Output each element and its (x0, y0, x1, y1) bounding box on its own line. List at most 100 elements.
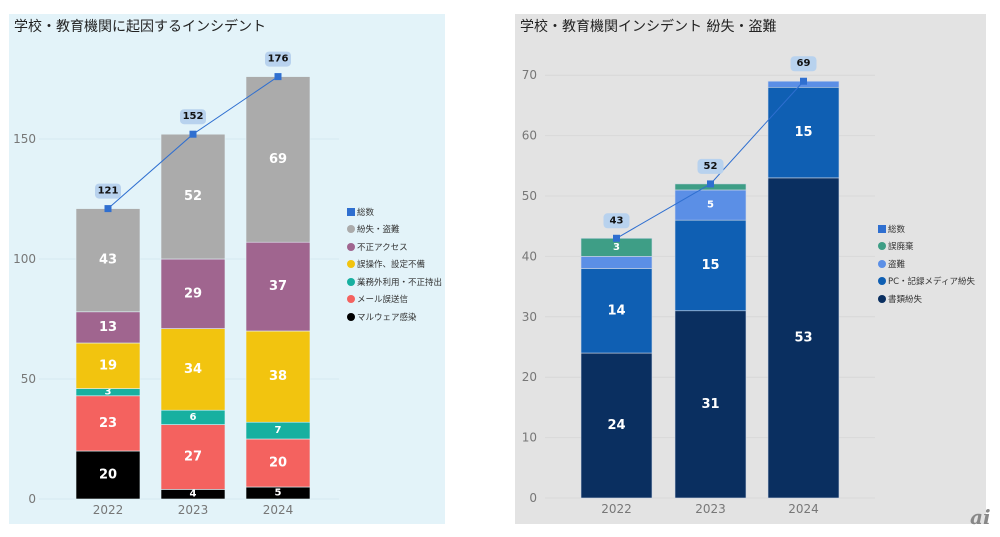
circle-marker-icon (347, 242, 355, 251)
circle-marker-icon (347, 225, 355, 234)
bar-segment (245, 438, 311, 488)
legend: 総数誤廃棄盗難 PC・記録メディア紛失書類紛失 (878, 220, 975, 308)
total-label-box (603, 213, 630, 229)
legend-label: 不正アクセス (357, 242, 408, 253)
segment-value-label: 6 (190, 412, 197, 423)
y-tick-label: 40 (522, 249, 537, 263)
chart-panel-incidents: 学校・教育機関に起因するインシデント 0 50 100 150 20 23 3 19 13 43 2… (9, 14, 445, 524)
y-tick-label: 20 (522, 370, 537, 384)
chart-panel-loss-theft: 学校・教育機関インシデント 紛失・盗難 0 10 20 30 40 50 60 70 24 14 3… (515, 14, 986, 524)
chart-title: 学校・教育機関に起因するインシデント (14, 19, 266, 35)
legend-item[interactable]: 書類紛失 (878, 290, 975, 308)
total-label-box (790, 56, 817, 72)
legend-label: マルウェア感染 (357, 312, 417, 323)
x-tick-label: 2022 (601, 502, 632, 516)
circle-marker-icon (347, 277, 355, 286)
bar-segment (75, 450, 141, 500)
legend-item[interactable]: 総数 (878, 220, 975, 238)
bar-segment (580, 256, 653, 269)
legend-item[interactable]: PC・記録メディア紛失 (878, 273, 975, 291)
circle-marker-icon (878, 259, 886, 268)
bar-segment (160, 133, 226, 260)
total-label-box (180, 109, 206, 125)
total-marker (613, 234, 620, 242)
segment-value-label: 53 (794, 330, 812, 345)
bar-segment (245, 76, 311, 243)
circle-marker-icon (878, 277, 886, 286)
legend-label: 総数 (888, 224, 906, 235)
bar-segment (160, 258, 226, 329)
total-value-label: 121 (98, 186, 119, 197)
bar-segment (674, 189, 747, 221)
y-tick-label: 100 (13, 252, 36, 266)
legend-label: 総数 (357, 207, 375, 218)
total-marker (104, 205, 112, 213)
segment-value-label: 31 (701, 397, 719, 412)
circle-marker-icon (347, 295, 355, 304)
y-tick-label: 50 (522, 189, 537, 203)
segment-value-label: 34 (184, 362, 202, 377)
circle-marker-icon (878, 294, 886, 303)
segment-value-label: 5 (275, 488, 282, 499)
stacked-bar-chart-incidents: 0501001502023319134320224276342952202352… (13, 51, 339, 517)
total-marker (274, 73, 282, 81)
y-tick-label: 0 (529, 491, 537, 505)
circle-marker-icon (878, 242, 886, 251)
circle-marker-icon (347, 260, 355, 269)
total-marker (189, 130, 197, 138)
bar-segment (75, 395, 141, 452)
legend-item[interactable]: 盗難 (878, 255, 975, 273)
total-value-label: 69 (797, 58, 811, 69)
segment-value-label: 3 (613, 242, 620, 253)
segment-value-label: 14 (607, 303, 625, 318)
segment-value-label: 43 (99, 253, 117, 268)
total-value-label: 52 (704, 161, 718, 172)
total-label-box (95, 183, 121, 199)
segment-value-label: 38 (269, 369, 287, 384)
bar-segment (160, 328, 226, 411)
legend-item[interactable]: 誤操作、設定不備 (347, 256, 442, 274)
segment-value-label: 15 (794, 125, 812, 140)
total-value-label: 176 (268, 54, 289, 65)
legend-label: 紛失・盗難 (357, 225, 400, 236)
legend-label: 誤操作、設定不備 (357, 260, 426, 271)
y-tick-label: 70 (522, 68, 537, 82)
legend-label: 業務外利用・不正持出 (357, 277, 443, 288)
watermark-logo: ai (970, 505, 991, 529)
legend-item[interactable]: 誤廃棄 (878, 238, 975, 256)
total-label-box (265, 51, 291, 67)
bar-segment (580, 352, 653, 499)
legend: 総数紛失・盗難不正アクセス誤操作、設定不備業務外利用・不正持出メール誤送信マルウ… (347, 203, 442, 326)
total-marker (800, 77, 807, 85)
segment-value-label: 13 (99, 320, 117, 335)
segment-value-label: 15 (701, 258, 719, 273)
segment-value-label: 24 (607, 418, 625, 433)
segment-value-label: 19 (99, 358, 117, 373)
stacked-bar-chart-loss-theft: 0 10 20 30 40 50 60 70 24 14 3 2022 31 15 5 2023 53 15 202… (522, 56, 875, 516)
bar-segment (75, 311, 141, 344)
circle-marker-icon (347, 312, 355, 321)
y-tick-label: 10 (522, 431, 537, 445)
legend-label: 誤廃棄 (888, 242, 914, 253)
bar-segment (580, 268, 653, 354)
total-value-label: 152 (183, 111, 204, 122)
y-tick-label: 150 (13, 132, 36, 146)
legend-item[interactable]: 総数 (347, 203, 442, 221)
legend-label: 書類紛失 (888, 294, 923, 305)
x-tick-label: 2022 (93, 503, 124, 517)
bar-segment (767, 177, 840, 499)
total-marker (707, 180, 714, 188)
segment-value-label: 4 (190, 489, 197, 500)
legend-item[interactable]: 不正アクセス (347, 238, 442, 256)
segment-value-label: 29 (184, 286, 202, 301)
legend-item[interactable]: 業務外利用・不正持出 (347, 273, 442, 291)
legend-item[interactable]: マルウェア感染 (347, 308, 442, 326)
total-label-box (697, 158, 724, 174)
segment-value-label: 37 (269, 279, 287, 294)
x-tick-label: 2024 (263, 503, 294, 517)
segment-value-label: 7 (275, 425, 282, 436)
legend-item[interactable]: 紛失・盗難 (347, 221, 442, 239)
legend-item[interactable]: メール誤送信 (347, 291, 442, 309)
bar-segment (245, 330, 311, 423)
segment-value-label: 3 (105, 387, 112, 398)
